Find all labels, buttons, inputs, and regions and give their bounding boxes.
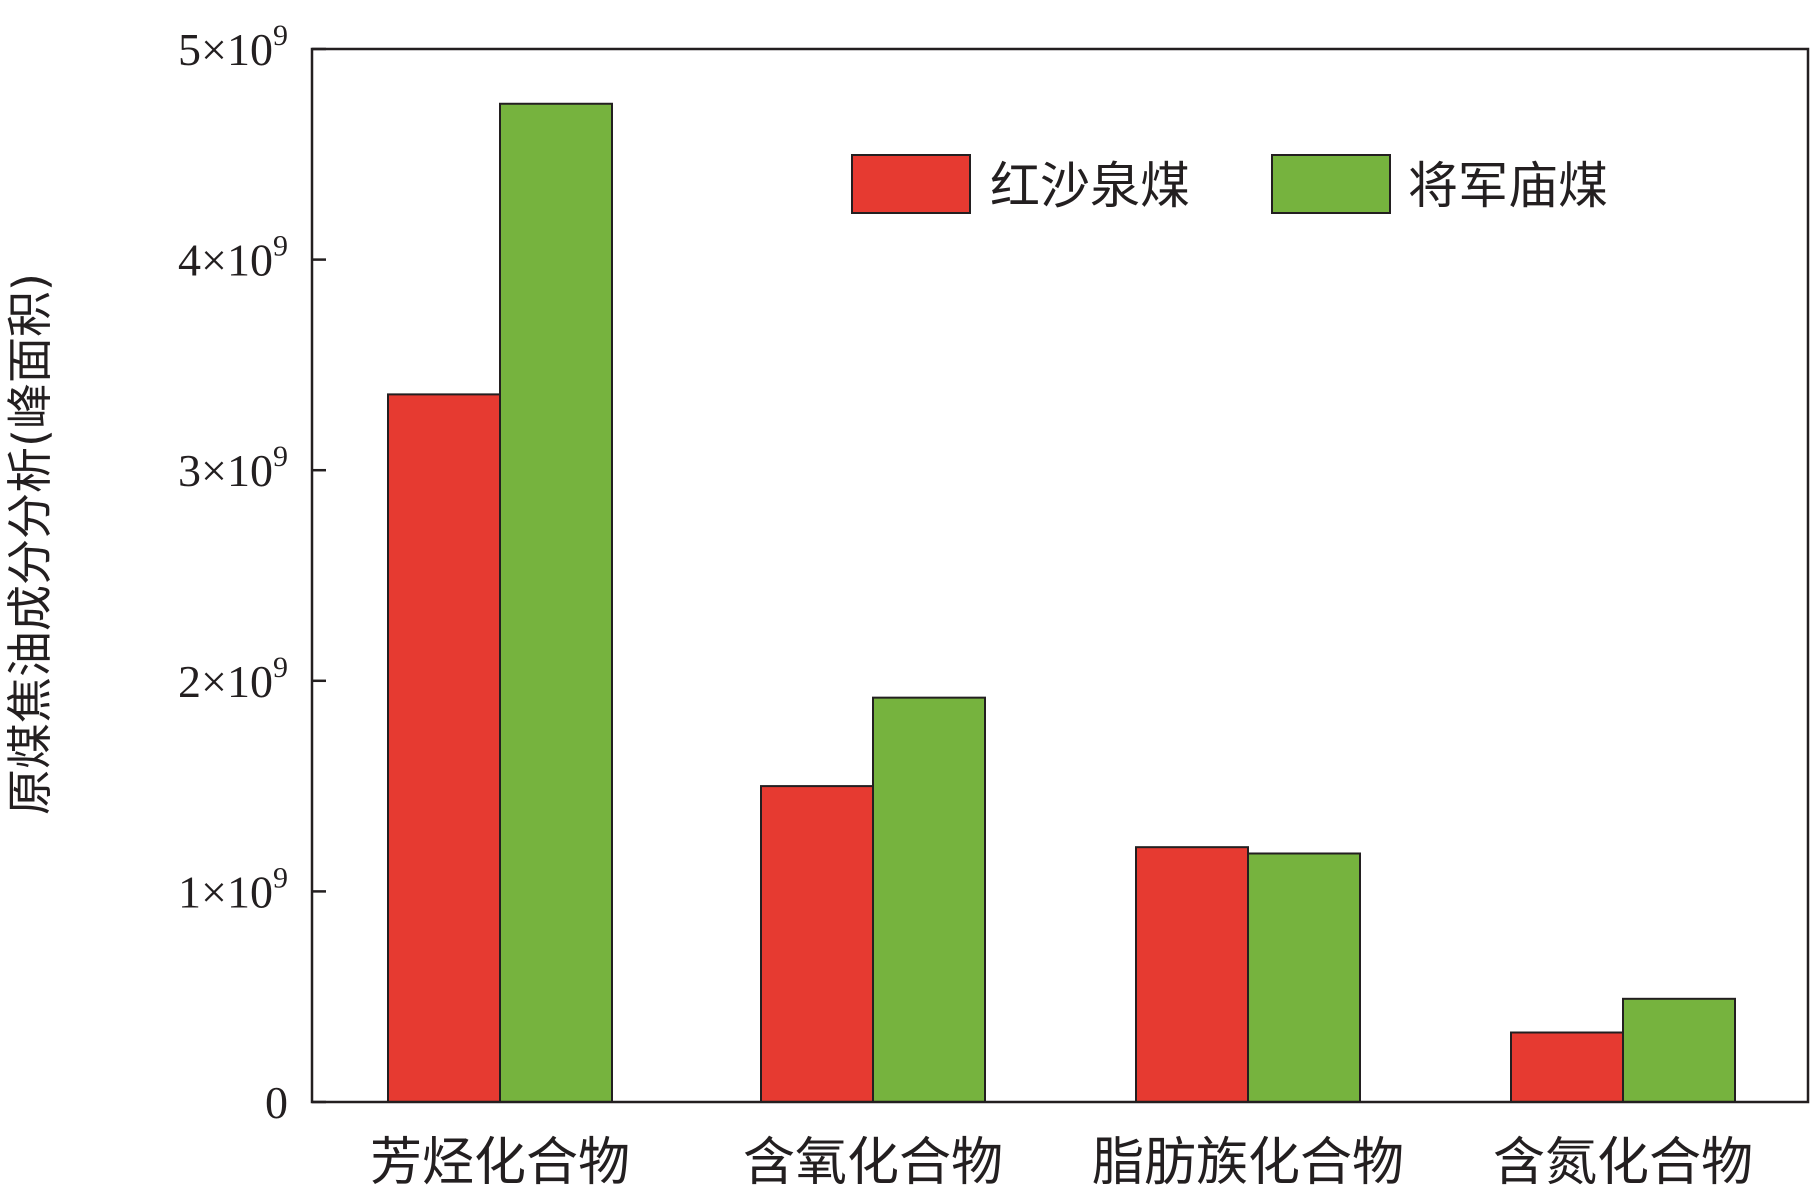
y-tick-label: 0 bbox=[265, 1077, 288, 1128]
y-tick-label: 2×109 bbox=[178, 651, 288, 707]
legend-swatch bbox=[851, 154, 971, 214]
bar-1-4 bbox=[1510, 1031, 1624, 1103]
x-category-label: 含氮化合物 bbox=[1493, 1133, 1753, 1193]
legend: 红沙泉煤 将军庙煤 bbox=[851, 154, 1608, 215]
x-axis-categories: 芳烃化合物 含氧化合物 脂肪族化合物 含氮化合物 bbox=[370, 1133, 1753, 1193]
y-tick-label: 5×109 bbox=[178, 19, 288, 75]
legend-label: 红沙泉煤 bbox=[990, 157, 1190, 215]
bars-group bbox=[387, 102, 1736, 1104]
y-tick-label: 3×109 bbox=[178, 440, 288, 496]
bar-2-3 bbox=[1247, 852, 1361, 1103]
bar-2-2 bbox=[872, 696, 986, 1103]
y-tick-label: 1×109 bbox=[178, 861, 288, 917]
x-category-label: 脂肪族化合物 bbox=[1092, 1133, 1404, 1193]
legend-swatch bbox=[1271, 154, 1391, 214]
bar-1-3 bbox=[1135, 846, 1249, 1104]
bar-2-1 bbox=[499, 102, 613, 1104]
bar-1-2 bbox=[760, 785, 874, 1103]
x-category-label: 含氧化合物 bbox=[743, 1133, 1003, 1193]
legend-label: 将军庙煤 bbox=[1408, 157, 1608, 215]
y-axis-label: 原煤焦油成分分析(峰面积) bbox=[3, 273, 57, 815]
bar-1-1 bbox=[387, 393, 501, 1104]
y-axis-ticks: 0 1×109 2×109 3×109 4×109 5×109 bbox=[178, 19, 326, 1128]
x-category-label: 芳烃化合物 bbox=[370, 1133, 630, 1193]
bar-2-4 bbox=[1622, 997, 1736, 1104]
y-tick-label: 4×109 bbox=[178, 230, 288, 286]
plot-frame bbox=[310, 47, 1810, 1104]
